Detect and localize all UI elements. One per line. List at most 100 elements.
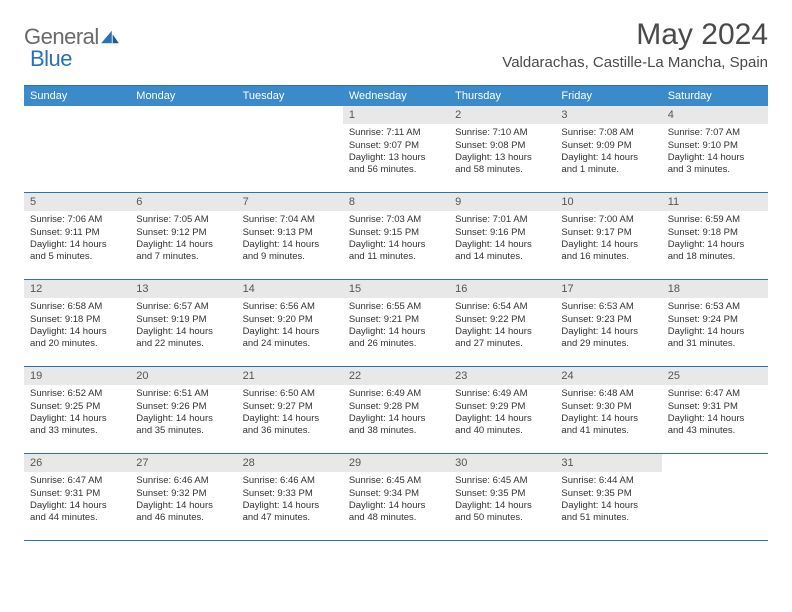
day-number: 7 [237,193,343,211]
sunset-text: Sunset: 9:16 PM [455,227,549,239]
empty-day-cell [130,106,236,192]
day-cell: 31Sunrise: 6:44 AMSunset: 9:35 PMDayligh… [555,454,661,540]
sunrise-text: Sunrise: 6:46 AM [243,475,337,487]
day-content: Sunrise: 6:50 AMSunset: 9:27 PMDaylight:… [237,385,343,441]
sunrise-text: Sunrise: 6:47 AM [668,388,762,400]
sunset-text: Sunset: 9:18 PM [668,227,762,239]
sunrise-text: Sunrise: 6:53 AM [668,301,762,313]
sunset-text: Sunset: 9:34 PM [349,488,443,500]
day-cell: 15Sunrise: 6:55 AMSunset: 9:21 PMDayligh… [343,280,449,366]
sunrise-text: Sunrise: 6:51 AM [136,388,230,400]
sunrise-text: Sunrise: 6:55 AM [349,301,443,313]
daylight-text: Daylight: 14 hours and 35 minutes. [136,413,230,438]
sunrise-text: Sunrise: 6:49 AM [349,388,443,400]
daylight-text: Daylight: 14 hours and 36 minutes. [243,413,337,438]
logo-blue-text-wrap: Blue [30,46,72,72]
daylight-text: Daylight: 14 hours and 26 minutes. [349,326,443,351]
daylight-text: Daylight: 14 hours and 31 minutes. [668,326,762,351]
sunset-text: Sunset: 9:20 PM [243,314,337,326]
day-cell: 9Sunrise: 7:01 AMSunset: 9:16 PMDaylight… [449,193,555,279]
sunrise-text: Sunrise: 7:01 AM [455,214,549,226]
daylight-text: Daylight: 14 hours and 46 minutes. [136,500,230,525]
daylight-text: Daylight: 14 hours and 9 minutes. [243,239,337,264]
day-number: 12 [24,280,130,298]
day-number: 30 [449,454,555,472]
day-content: Sunrise: 6:45 AMSunset: 9:35 PMDaylight:… [449,472,555,528]
day-content: Sunrise: 6:47 AMSunset: 9:31 PMDaylight:… [24,472,130,528]
day-cell: 14Sunrise: 6:56 AMSunset: 9:20 PMDayligh… [237,280,343,366]
day-number: 21 [237,367,343,385]
sunset-text: Sunset: 9:13 PM [243,227,337,239]
sunset-text: Sunset: 9:29 PM [455,401,549,413]
sunrise-text: Sunrise: 6:49 AM [455,388,549,400]
day-number: 15 [343,280,449,298]
day-content: Sunrise: 7:08 AMSunset: 9:09 PMDaylight:… [555,124,661,180]
day-number: 24 [555,367,661,385]
sunrise-text: Sunrise: 6:48 AM [561,388,655,400]
daylight-text: Daylight: 14 hours and 20 minutes. [30,326,124,351]
day-number: 5 [24,193,130,211]
daylight-text: Daylight: 14 hours and 40 minutes. [455,413,549,438]
sunset-text: Sunset: 9:32 PM [136,488,230,500]
week-row: 12Sunrise: 6:58 AMSunset: 9:18 PMDayligh… [24,280,768,367]
day-number: 1 [343,106,449,124]
week-row: 1Sunrise: 7:11 AMSunset: 9:07 PMDaylight… [24,106,768,193]
sunrise-text: Sunrise: 7:08 AM [561,127,655,139]
sunset-text: Sunset: 9:18 PM [30,314,124,326]
week-row: 26Sunrise: 6:47 AMSunset: 9:31 PMDayligh… [24,454,768,541]
daylight-text: Daylight: 14 hours and 22 minutes. [136,326,230,351]
day-cell: 2Sunrise: 7:10 AMSunset: 9:08 PMDaylight… [449,106,555,192]
day-content: Sunrise: 7:07 AMSunset: 9:10 PMDaylight:… [662,124,768,180]
daylight-text: Daylight: 14 hours and 27 minutes. [455,326,549,351]
sunrise-text: Sunrise: 6:54 AM [455,301,549,313]
day-number: 17 [555,280,661,298]
day-content: Sunrise: 7:00 AMSunset: 9:17 PMDaylight:… [555,211,661,267]
weekday-header: Wednesday [343,86,449,106]
sunrise-text: Sunrise: 6:44 AM [561,475,655,487]
weekday-header: Saturday [662,86,768,106]
daylight-text: Daylight: 14 hours and 5 minutes. [30,239,124,264]
day-number: 29 [343,454,449,472]
sunset-text: Sunset: 9:23 PM [561,314,655,326]
sunrise-text: Sunrise: 6:45 AM [349,475,443,487]
day-cell: 20 Sunrise: 6:51 AMSunset: 9:26 PMDayligh… [130,367,236,453]
day-number: 14 [237,280,343,298]
daylight-text: Daylight: 14 hours and 3 minutes. [668,152,762,177]
week-row: 19Sunrise: 6:52 AMSunset: 9:25 PMDayligh… [24,367,768,454]
day-cell: 7Sunrise: 7:04 AMSunset: 9:13 PMDaylight… [237,193,343,279]
sunset-text: Sunset: 9:26 PM [136,401,230,413]
day-number: 27 [130,454,236,472]
day-cell: 26Sunrise: 6:47 AMSunset: 9:31 PMDayligh… [24,454,130,540]
day-cell: 12Sunrise: 6:58 AMSunset: 9:18 PMDayligh… [24,280,130,366]
weekday-header: Sunday [24,86,130,106]
weekday-header-row: SundayMondayTuesdayWednesdayThursdayFrid… [24,86,768,106]
sunset-text: Sunset: 9:09 PM [561,140,655,152]
daylight-text: Daylight: 14 hours and 29 minutes. [561,326,655,351]
sunrise-text: Sunrise: 7:06 AM [30,214,124,226]
day-content: Sunrise: 6:47 AMSunset: 9:31 PMDaylight:… [662,385,768,441]
sunset-text: Sunset: 9:35 PM [455,488,549,500]
page-header: General May 2024 Valdarachas, Castille-L… [0,0,792,77]
day-number: 2 [449,106,555,124]
sunset-text: Sunset: 9:19 PM [136,314,230,326]
day-content: Sunrise: 6:57 AMSunset: 9:19 PMDaylight:… [130,298,236,354]
sunset-text: Sunset: 9:35 PM [561,488,655,500]
day-number: 20 [130,367,236,385]
calendar: SundayMondayTuesdayWednesdayThursdayFrid… [24,85,768,541]
sunrise-text: Sunrise: 7:10 AM [455,127,549,139]
empty-day-cell [662,454,768,540]
day-cell: 5Sunrise: 7:06 AMSunset: 9:11 PMDaylight… [24,193,130,279]
day-content: Sunrise: 7:10 AMSunset: 9:08 PMDaylight:… [449,124,555,180]
week-row: 5Sunrise: 7:06 AMSunset: 9:11 PMDaylight… [24,193,768,280]
daylight-text: Daylight: 14 hours and 44 minutes. [30,500,124,525]
day-number: 18 [662,280,768,298]
daylight-text: Daylight: 14 hours and 18 minutes. [668,239,762,264]
sunrise-text: Sunrise: 7:00 AM [561,214,655,226]
day-number: 10 [555,193,661,211]
day-cell: 19Sunrise: 6:52 AMSunset: 9:25 PMDayligh… [24,367,130,453]
daylight-text: Daylight: 14 hours and 33 minutes. [30,413,124,438]
day-number: 28 [237,454,343,472]
day-content: Sunrise: 7:05 AMSunset: 9:12 PMDaylight:… [130,211,236,267]
sunrise-text: Sunrise: 6:59 AM [668,214,762,226]
sunset-text: Sunset: 9:31 PM [30,488,124,500]
